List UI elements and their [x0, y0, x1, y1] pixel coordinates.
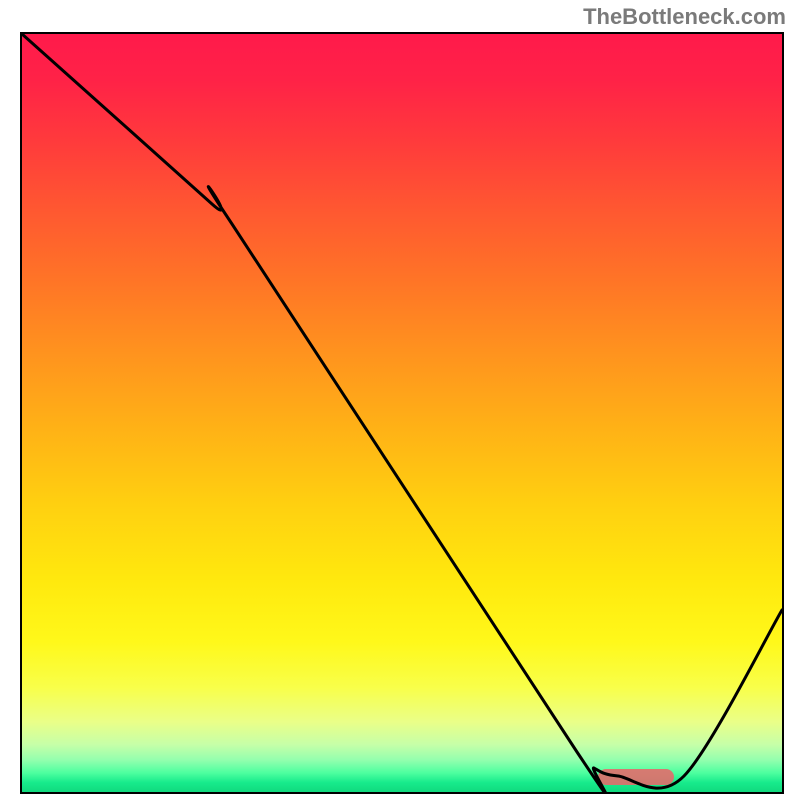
chart-x-axis: [20, 792, 782, 794]
chart-plot-area: [20, 32, 784, 794]
chart-svg: [22, 34, 782, 794]
chart-background: [22, 34, 782, 794]
watermark-text: TheBottleneck.com: [583, 4, 786, 30]
canvas: TheBottleneck.com: [0, 0, 800, 800]
